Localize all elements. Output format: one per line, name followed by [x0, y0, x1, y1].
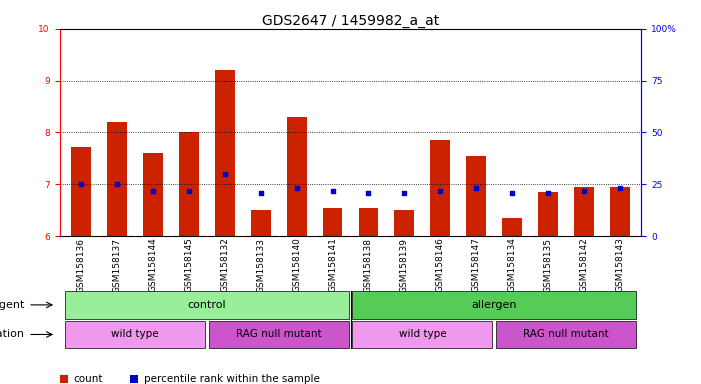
Text: control: control	[188, 300, 226, 310]
Bar	[65, 291, 348, 319]
Text: percentile rank within the sample: percentile rank within the sample	[144, 374, 320, 384]
Bar	[60, 375, 68, 383]
Bar	[496, 321, 636, 348]
Point	[327, 187, 338, 194]
Bar	[538, 192, 558, 236]
Bar	[466, 156, 486, 236]
Text: wild type: wild type	[111, 329, 159, 339]
Point	[363, 190, 374, 196]
Bar	[72, 147, 91, 236]
Text: RAG null mutant: RAG null mutant	[523, 329, 608, 339]
Text: genotype/variation: genotype/variation	[0, 329, 25, 339]
Bar	[353, 321, 492, 348]
Point	[614, 185, 625, 192]
Point	[291, 185, 302, 192]
Bar	[107, 122, 127, 236]
Text: wild type: wild type	[398, 329, 446, 339]
Title: GDS2647 / 1459982_a_at: GDS2647 / 1459982_a_at	[262, 14, 439, 28]
Text: allergen: allergen	[471, 300, 517, 310]
Bar	[574, 187, 594, 236]
Bar	[395, 210, 414, 236]
Point	[578, 187, 590, 194]
Point	[76, 181, 87, 187]
Bar	[179, 132, 199, 236]
Text: RAG null mutant: RAG null mutant	[236, 329, 322, 339]
Text: agent: agent	[0, 300, 25, 310]
Point	[219, 171, 231, 177]
Bar	[65, 321, 205, 348]
Bar	[359, 208, 379, 236]
Bar	[502, 218, 522, 236]
Bar	[430, 140, 450, 236]
Point	[111, 181, 123, 187]
Point	[147, 187, 158, 194]
Bar	[287, 117, 306, 236]
Bar	[322, 208, 342, 236]
Point	[183, 187, 194, 194]
Point	[507, 190, 518, 196]
Point	[255, 190, 266, 196]
Bar	[215, 70, 235, 236]
Bar	[209, 321, 348, 348]
Bar	[143, 153, 163, 236]
Point	[399, 190, 410, 196]
Point	[543, 190, 554, 196]
Bar	[610, 187, 629, 236]
Point	[470, 185, 482, 192]
Point	[435, 187, 446, 194]
Bar	[251, 210, 271, 236]
Bar	[353, 291, 636, 319]
Bar	[130, 375, 138, 383]
Text: count: count	[74, 374, 103, 384]
